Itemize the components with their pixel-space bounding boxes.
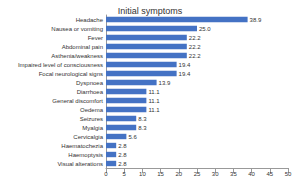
svg-text:45: 45 bbox=[266, 171, 273, 177]
svg-text:Impaired level of consciousnes: Impaired level of consciousness bbox=[18, 62, 103, 68]
svg-text:38.9: 38.9 bbox=[250, 17, 262, 23]
svg-text:Nausea or vomiting: Nausea or vomiting bbox=[51, 26, 103, 32]
svg-text:Headache: Headache bbox=[76, 17, 104, 23]
svg-text:2.8: 2.8 bbox=[118, 152, 127, 158]
svg-text:2.8: 2.8 bbox=[118, 143, 127, 149]
svg-text:40: 40 bbox=[248, 171, 255, 177]
svg-text:25.0: 25.0 bbox=[199, 26, 211, 32]
svg-text:Haemoptysis: Haemoptysis bbox=[68, 152, 103, 158]
svg-text:0: 0 bbox=[104, 171, 108, 177]
svg-text:Cervicalgia: Cervicalgia bbox=[73, 134, 103, 140]
svg-text:11.1: 11.1 bbox=[148, 98, 160, 104]
svg-text:11.1: 11.1 bbox=[148, 89, 160, 95]
svg-text:Oedema: Oedema bbox=[80, 107, 104, 113]
svg-text:11.1: 11.1 bbox=[148, 107, 160, 113]
svg-text:Visual alterations: Visual alterations bbox=[57, 161, 103, 167]
svg-text:22.2: 22.2 bbox=[189, 53, 201, 59]
svg-text:Seizures: Seizures bbox=[80, 116, 103, 122]
svg-text:5.6: 5.6 bbox=[128, 134, 137, 140]
svg-text:2.8: 2.8 bbox=[118, 161, 127, 167]
svg-text:22.2: 22.2 bbox=[189, 44, 201, 50]
svg-text:15: 15 bbox=[157, 171, 164, 177]
svg-text:19.4: 19.4 bbox=[179, 71, 191, 77]
svg-text:50: 50 bbox=[285, 171, 292, 177]
svg-text:8.3: 8.3 bbox=[138, 116, 147, 122]
svg-text:13.9: 13.9 bbox=[159, 80, 171, 86]
svg-text:30: 30 bbox=[212, 171, 219, 177]
svg-text:Dyspnoea: Dyspnoea bbox=[76, 80, 104, 86]
svg-text:Fever: Fever bbox=[88, 35, 103, 41]
svg-text:Diarrhoea: Diarrhoea bbox=[77, 89, 104, 95]
svg-text:5: 5 bbox=[123, 171, 127, 177]
svg-text:Haematochezia: Haematochezia bbox=[61, 143, 103, 149]
svg-text:20: 20 bbox=[175, 171, 182, 177]
svg-text:General discomfort: General discomfort bbox=[52, 98, 103, 104]
svg-text:Abdominal pain: Abdominal pain bbox=[62, 44, 103, 50]
svg-text:Asthenia/weakness: Asthenia/weakness bbox=[51, 53, 103, 59]
svg-text:35: 35 bbox=[230, 171, 237, 177]
svg-text:19.4: 19.4 bbox=[179, 62, 191, 68]
svg-text:22.2: 22.2 bbox=[189, 35, 201, 41]
svg-text:Focal neurological signs: Focal neurological signs bbox=[39, 71, 103, 77]
svg-text:8.3: 8.3 bbox=[138, 125, 147, 131]
svg-text:Myalgia: Myalgia bbox=[82, 125, 103, 131]
svg-text:25: 25 bbox=[194, 171, 201, 177]
svg-text:Initial symptoms: Initial symptoms bbox=[118, 6, 183, 16]
svg-text:10: 10 bbox=[139, 171, 146, 177]
